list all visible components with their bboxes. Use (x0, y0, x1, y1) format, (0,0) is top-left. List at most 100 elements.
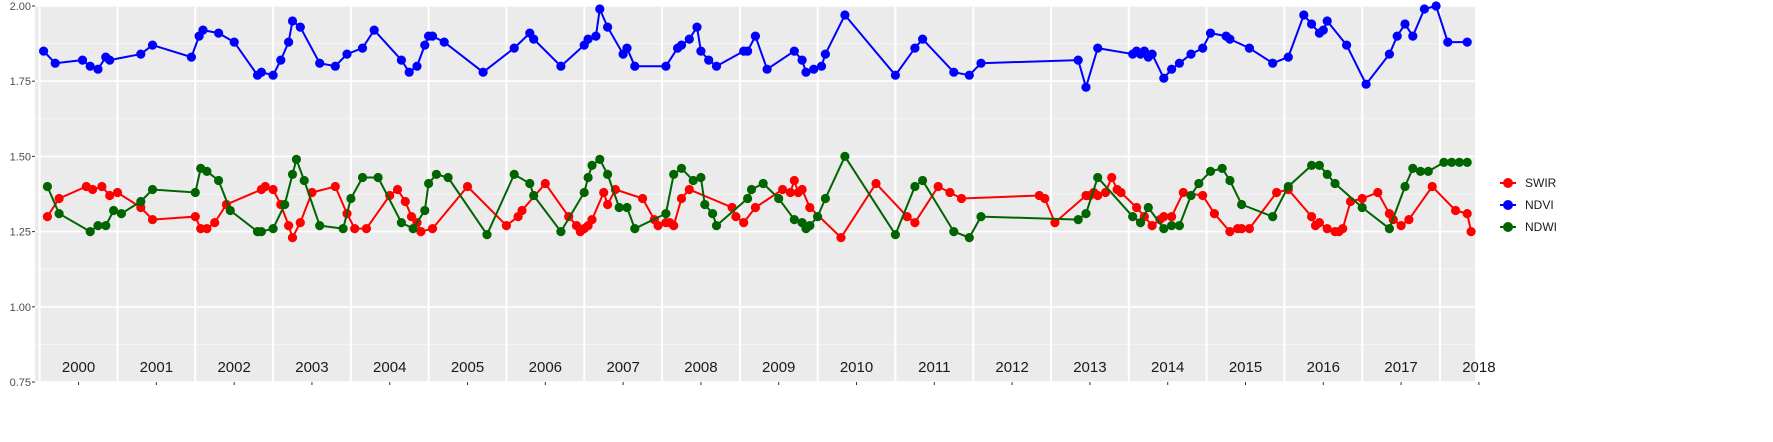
data-point-swir (653, 221, 663, 231)
data-point-ndwi (1225, 175, 1235, 186)
year-label: 2017 (1384, 359, 1417, 376)
data-point-ndwi (54, 209, 64, 219)
data-point-swir (1322, 224, 1332, 234)
data-point-ndvi (85, 61, 95, 71)
data-point-ndwi (1439, 157, 1449, 167)
data-point-ndwi (214, 175, 224, 186)
data-point-ndvi (229, 37, 239, 47)
data-point-ndvi (77, 55, 88, 65)
year-label: 2003 (295, 359, 328, 376)
data-point-ndvi (136, 49, 146, 59)
data-point-ndvi (1384, 49, 1394, 59)
data-point-ndvi (342, 49, 352, 59)
year-label: 2010 (840, 359, 873, 376)
data-point-ndwi (1093, 172, 1103, 183)
data-point-ndwi (509, 169, 519, 179)
data-point-ndwi (587, 160, 597, 170)
data-point-ndwi (1205, 166, 1216, 176)
data-point-ndvi (357, 43, 368, 53)
data-point-ndwi (595, 154, 605, 164)
data-point-ndvi (1299, 10, 1309, 20)
data-point-ndwi (964, 233, 974, 243)
data-point-ndwi (661, 209, 671, 219)
data-point-swir (902, 212, 912, 222)
y-tick-label: 1.50 (10, 151, 31, 163)
year-label: 2001 (140, 359, 173, 376)
data-point-swir (797, 184, 807, 195)
data-point-swir (260, 181, 270, 192)
data-point-ndvi (750, 31, 761, 41)
data-point-ndvi (949, 67, 959, 77)
data-point-ndvi (427, 31, 438, 41)
data-point-ndvi (412, 61, 422, 71)
data-point-ndwi (1194, 178, 1204, 189)
data-point-ndwi (346, 193, 356, 204)
legend-key-point (1503, 222, 1513, 232)
data-point-ndwi (338, 224, 348, 234)
data-point-ndvi (762, 64, 772, 74)
data-point-swir (669, 221, 679, 231)
data-point-swir (1357, 193, 1367, 204)
data-point-swir (587, 215, 597, 225)
data-point-swir (427, 224, 438, 234)
data-point-swir (1404, 215, 1414, 225)
data-point-swir (1314, 218, 1324, 228)
data-point-swir (361, 224, 371, 234)
data-point-ndwi (556, 227, 566, 237)
data-point-swir (1198, 190, 1208, 201)
data-point-ndvi (591, 31, 601, 41)
data-point-ndwi (890, 230, 901, 240)
data-point-swir (330, 181, 340, 192)
data-point-swir (956, 193, 967, 204)
data-point-swir (1225, 227, 1235, 237)
data-point-ndvi (816, 61, 827, 71)
data-point-swir (42, 212, 53, 222)
data-point-swir (603, 199, 613, 210)
data-point-ndvi (603, 22, 613, 32)
data-point-ndwi (1073, 215, 1083, 225)
data-point-swir (638, 193, 648, 204)
data-point-swir (805, 202, 815, 213)
data-point-swir (789, 175, 799, 186)
data-point-swir (88, 184, 98, 195)
data-point-ndvi (789, 46, 799, 56)
data-point-swir (871, 178, 881, 189)
year-labels: 2000 2001 2002 2003 2004 2005 2006 2007 2008 2009… (62, 359, 1496, 376)
data-point-ndvi (704, 55, 714, 65)
data-point-ndwi (256, 227, 266, 237)
data-point-swir (284, 221, 294, 231)
data-point-swir (202, 224, 212, 234)
data-point-ndwi (109, 205, 119, 216)
year-label: 2005 (451, 359, 484, 376)
data-point-ndwi (1330, 178, 1340, 189)
data-point-ndvi (1322, 16, 1332, 26)
data-point-swir (147, 215, 158, 225)
data-point-swir (945, 187, 955, 198)
data-point-ndvi (1167, 64, 1177, 74)
data-point-ndvi (622, 43, 632, 53)
data-point-swir (599, 187, 609, 198)
data-point-swir (416, 227, 426, 237)
data-point-ndwi (225, 205, 235, 216)
data-point-swir (1272, 187, 1282, 198)
data-point-ndvi (1174, 58, 1184, 68)
data-point-ndwi (700, 199, 710, 210)
year-label: 2018 (1462, 359, 1495, 376)
data-point-ndvi (315, 58, 325, 68)
y-tick-label: 0.75 (10, 377, 31, 389)
data-point-ndwi (743, 193, 753, 204)
data-point-ndvi (696, 46, 706, 56)
data-point-ndwi (287, 169, 298, 179)
data-point-ndwi (603, 169, 613, 179)
year-label: 2008 (684, 359, 717, 376)
data-point-ndvi (1431, 1, 1441, 11)
data-point-swir (1178, 187, 1188, 198)
data-point-swir (1093, 190, 1103, 201)
legend-label-ndvi: NDVI (1525, 198, 1554, 212)
data-point-swir (750, 202, 761, 213)
data-point-ndwi (1423, 166, 1433, 176)
data-point-swir (1116, 187, 1126, 198)
data-point-ndvi (369, 25, 379, 35)
data-point-ndvi (186, 52, 196, 62)
data-point-ndvi (147, 40, 158, 50)
